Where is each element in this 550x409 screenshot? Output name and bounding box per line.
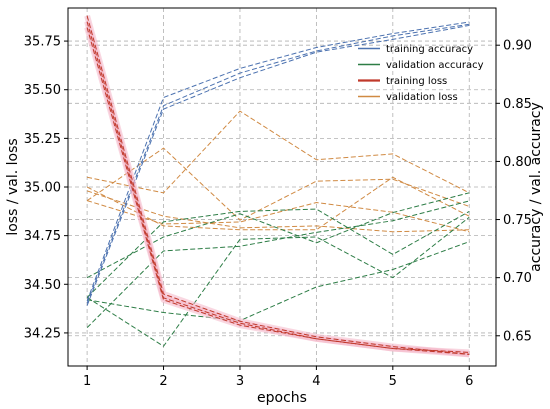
- legend-label: training accuracy: [386, 44, 473, 55]
- training-accuracy-line: [86, 24, 470, 306]
- validation-loss-line: [86, 200, 470, 233]
- validation-loss-line: [87, 110, 470, 194]
- legend: training accuracy validation accuracy trai…: [358, 44, 484, 103]
- y-right-tick-label: 0.65: [503, 329, 532, 344]
- training-loss-line: [86, 15, 470, 355]
- training-loss-line: [86, 21, 470, 353]
- y-left-tick-label: 34.50: [24, 278, 61, 293]
- training-accuracy-line: [86, 21, 470, 302]
- y-left-tick-label: 35.25: [24, 132, 61, 147]
- x-tick-label: 3: [236, 374, 244, 389]
- x-tick-label: 1: [83, 374, 91, 389]
- x-axis-title: epochs: [257, 390, 307, 406]
- y-axis-left-title: loss / val. loss: [5, 138, 21, 235]
- y-right-tick-label: 0.70: [503, 271, 532, 286]
- y-left-tick-label: 35.50: [24, 83, 61, 98]
- x-tick-label: 5: [389, 374, 397, 389]
- series-lines: [84, 14, 470, 358]
- y-right-tick-label: 0.85: [503, 97, 532, 112]
- validation-accuracy-line: [86, 216, 470, 347]
- y-right-tick-label: 0.80: [503, 155, 532, 170]
- validation-accuracy-line: [87, 241, 470, 322]
- y-left-tick-label: 35.00: [24, 181, 61, 196]
- legend-label: validation accuracy: [386, 60, 484, 71]
- y-right-tick-label: 0.75: [503, 213, 532, 228]
- y-left-tick-label: 34.75: [24, 229, 61, 244]
- ticks: 1 2 3 4 5 6 34.25 34.50 34.75 35.00 35.25 35.50 35.7…: [24, 35, 532, 389]
- validation-loss-line: [86, 147, 470, 221]
- legend-label: training loss: [386, 76, 447, 87]
- x-tick-label: 4: [312, 374, 320, 389]
- training-accuracy-line: [86, 23, 470, 304]
- y-left-tick-label: 35.75: [24, 35, 61, 50]
- legend-label: validation loss: [386, 92, 458, 103]
- training-loss-line: [86, 27, 470, 355]
- y-axis-right-title: accuracy / val. accuracy: [528, 102, 544, 272]
- validation-loss-line: [86, 176, 470, 231]
- validation-loss-line: [86, 190, 470, 233]
- x-tick-label: 2: [159, 374, 167, 389]
- y-right-tick-label: 0.90: [503, 39, 532, 54]
- validation-accuracy-line: [86, 208, 470, 298]
- y-left-tick-label: 34.25: [24, 326, 61, 341]
- x-tick-label: 6: [465, 374, 473, 389]
